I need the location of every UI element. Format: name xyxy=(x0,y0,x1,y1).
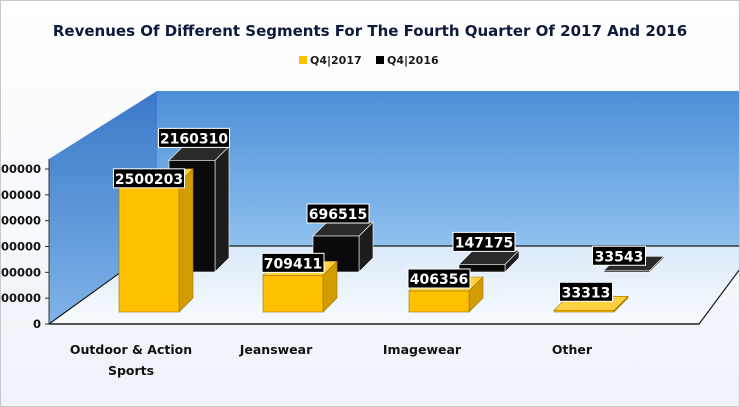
data-label: 33543 xyxy=(595,249,644,265)
bar-q4-2017: 406356 xyxy=(407,268,484,313)
data-label: 2500203 xyxy=(115,172,183,188)
data-label-box xyxy=(113,168,185,189)
legend-label: Q4|2016 xyxy=(387,54,439,67)
y-tick-label: 3000000 xyxy=(1,162,41,176)
y-tick-label: 2000000 xyxy=(1,214,41,228)
data-label-box xyxy=(261,252,325,273)
data-label: 696515 xyxy=(309,207,367,223)
bar-q4-2017: 709411 xyxy=(261,252,338,313)
side-wall xyxy=(49,91,157,324)
data-label-box xyxy=(306,203,370,224)
data-label-box xyxy=(452,231,516,252)
data-label: 406356 xyxy=(410,272,468,288)
bar-front-face xyxy=(553,309,615,313)
bar-front-face xyxy=(603,269,651,273)
chart-title: Revenues Of Different Segments For The F… xyxy=(53,22,687,40)
data-label: 147175 xyxy=(455,235,513,251)
y-tick-label: 1500000 xyxy=(1,240,41,254)
bar-front-face xyxy=(408,290,470,313)
data-label: 709411 xyxy=(264,256,322,272)
category-axis: Outdoor & Action Sports Jeanswear Imagewear… xyxy=(70,342,593,378)
legend-swatch xyxy=(299,56,307,64)
data-label: 2160310 xyxy=(160,131,228,147)
legend-swatch xyxy=(376,56,384,64)
category-label: Imagewear xyxy=(383,342,462,357)
bar-front-face xyxy=(118,182,180,313)
legend-item: Q4|2017 xyxy=(299,54,362,67)
data-label: 33313 xyxy=(562,285,611,301)
back-wall xyxy=(157,91,739,246)
legend: Q4|2017 Q4|2016 xyxy=(299,54,439,67)
category-label: Jeanswear xyxy=(239,342,313,357)
data-label-box xyxy=(592,245,646,266)
bar-q4-2017: 2500203 xyxy=(113,168,194,313)
category-label: Other xyxy=(552,342,593,357)
bar-q4-2016: 33543 xyxy=(592,245,665,273)
bar-q4-2016: 696515 xyxy=(306,203,374,273)
bar-side-face xyxy=(214,145,230,273)
data-label-box xyxy=(407,268,471,289)
data-label-box xyxy=(559,281,613,302)
y-tick-label: 0 xyxy=(33,317,41,331)
legend-label: Q4|2017 xyxy=(310,54,362,67)
bar-front-face xyxy=(458,264,506,273)
y-tick-label: 2500000 xyxy=(1,188,41,202)
bar-q4-2017: 33313 xyxy=(553,281,629,313)
legend-item: Q4|2016 xyxy=(376,54,439,67)
data-label-box xyxy=(158,127,230,148)
category-label: Outdoor & Action Sports xyxy=(70,342,192,378)
value-axis: 0 500000 1000000 1500000 2000000 2500000 30000… xyxy=(1,159,50,331)
bars: 2160310 696515 147175 33543 2500203 709411 406… xyxy=(113,127,665,313)
bar-front-face xyxy=(262,275,324,313)
bar-side-face xyxy=(178,168,194,313)
y-tick-label: 500000 xyxy=(1,291,41,305)
y-tick-label: 1000000 xyxy=(1,265,41,279)
bar-q4-2016: 147175 xyxy=(452,231,520,273)
